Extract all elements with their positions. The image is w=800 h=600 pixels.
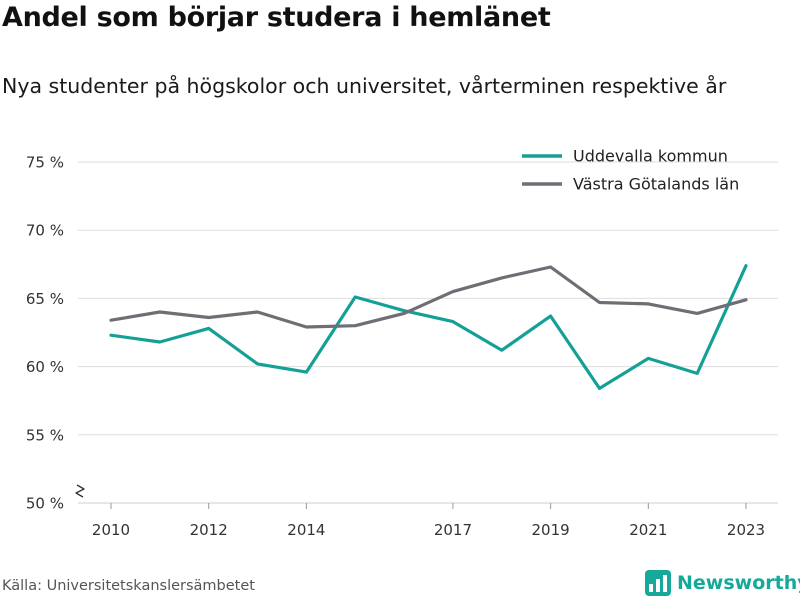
x-tick-label: 2012 (190, 521, 228, 539)
newsworthy-logo-icon (645, 570, 671, 596)
brand-logo: Newsworthy (645, 570, 800, 596)
legend-label: Västra Götalands län (573, 175, 739, 194)
x-tick-label: 2021 (629, 521, 667, 539)
x-tick-label: 2017 (434, 521, 472, 539)
y-axis: 50 % 55 % 60 % 65 % 70 % 75 % (26, 154, 85, 513)
source-note: Källa: Universitetskanslersämbetet (2, 578, 255, 594)
brand-name: Newsworthy (677, 572, 800, 594)
legend: Uddevalla kommun Västra Götalands län (522, 147, 739, 194)
series-lines (109, 264, 748, 390)
gridlines (78, 161, 778, 504)
x-tick-label: 2014 (287, 521, 325, 539)
y-tick-label: 65 % (26, 290, 64, 308)
x-tick-label: 2010 (92, 521, 130, 539)
y-tick-label: 50 % (26, 495, 64, 513)
y-tick-label: 60 % (26, 358, 64, 376)
y-tick-label: 55 % (26, 426, 64, 444)
x-tick-label: 2019 (532, 521, 570, 539)
y-tick-label: 75 % (26, 154, 64, 172)
series-line-1 (109, 264, 748, 390)
series-line-2 (109, 265, 748, 329)
legend-label: Uddevalla kommun (573, 147, 728, 166)
y-tick-label: 70 % (26, 222, 64, 240)
x-tick-label: 2023 (727, 521, 765, 539)
chart-title: Andel som börjar studera i hemlänet (2, 2, 551, 33)
chart-subtitle: Nya studenter på högskolor och universit… (2, 74, 727, 98)
line-chart: 2010 2012 2014 2017 2019 2021 2023 50 % 55 % 60 … (26, 147, 778, 539)
x-axis: 2010 2012 2014 2017 2019 2021 2023 (92, 503, 765, 539)
axis-break-icon (75, 484, 85, 498)
